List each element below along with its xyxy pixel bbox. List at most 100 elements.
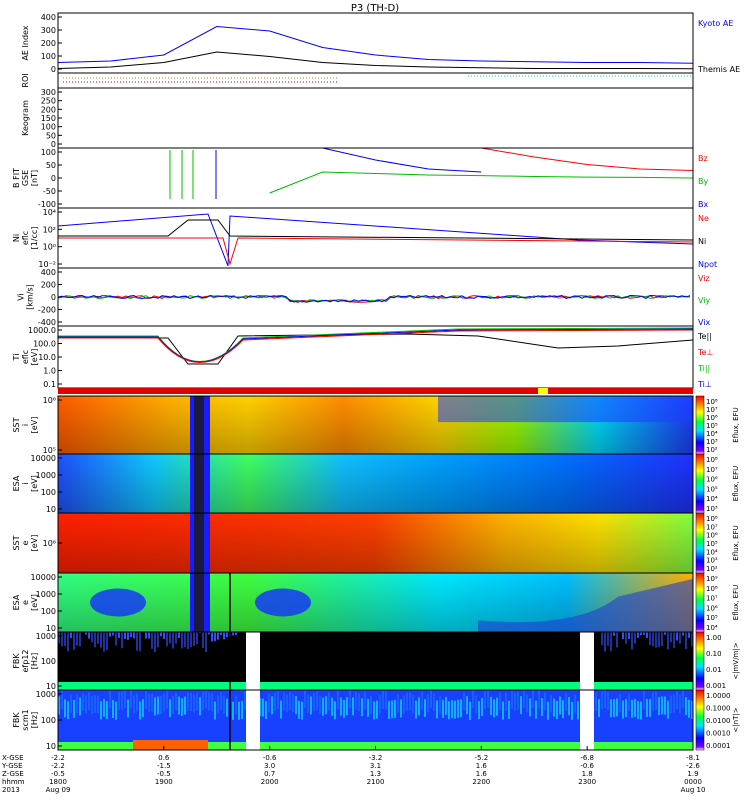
spectrogram-stripe <box>319 695 321 714</box>
y-tick-label: 10 <box>46 682 56 691</box>
spectrogram-stripe <box>292 693 294 712</box>
spectrogram-stripe <box>295 696 297 715</box>
legend-label: Vix <box>698 318 711 327</box>
spectrogram-stripe <box>430 690 432 709</box>
y-tick-label: 100 <box>41 148 56 157</box>
y-tick-label: 10⁵ <box>43 446 56 455</box>
spectrogram-stripe <box>523 690 525 709</box>
spectrogram-stripe <box>520 696 522 715</box>
spectrogram-stripe <box>328 692 330 711</box>
y-tick-label: 10⁶ <box>43 539 56 548</box>
y-axis-label-line: scm1 <box>21 709 30 730</box>
spectrogram-stripe <box>664 632 666 635</box>
spectrogram-stripe <box>493 699 495 718</box>
spectrogram-stripe <box>235 632 237 636</box>
y-tick-label: 0 <box>51 174 56 183</box>
x-tick-label: -1.5 <box>157 762 171 770</box>
spectrogram-stripe <box>61 691 63 710</box>
y-axis-label: Vi [km/s] <box>17 284 35 310</box>
axis-row-label: X-GSE <box>2 754 24 762</box>
spectrogram-stripe <box>478 701 480 720</box>
spectrogram-stripe <box>403 695 405 714</box>
y-tick-label: 10⁰ <box>43 243 56 252</box>
spectrogram-feature <box>438 396 693 423</box>
spectrogram-stripe <box>529 698 531 717</box>
y-tick-label: 10 <box>46 505 56 514</box>
spectrogram-stripe <box>73 699 75 718</box>
spectrogram-stripe <box>70 694 72 713</box>
colorbar-label: <|mV/m|> <box>732 642 740 679</box>
spectrogram-stripe <box>157 696 159 715</box>
spectrogram-stripe <box>604 690 606 709</box>
spectrogram-stripe <box>160 632 162 637</box>
colorbar-label: Eflux, EFU <box>732 407 740 442</box>
spectrogram-stripe <box>634 698 636 717</box>
spectrogram-stripe <box>676 691 678 710</box>
spectrogram-stripe <box>181 632 183 649</box>
spectrogram-stripe <box>352 697 354 716</box>
spectrogram-stripe <box>544 692 546 711</box>
spectrogram-stripe <box>667 632 669 650</box>
spectrogram-stripe <box>418 697 420 716</box>
spectrogram-stripe <box>106 632 108 651</box>
spectrogram-stripe <box>100 632 102 648</box>
x-tick-label: 0000 <box>684 778 702 786</box>
spectrogram-stripe <box>376 700 378 719</box>
spectrogram-stripe <box>100 701 102 720</box>
spectrogram-stripe <box>133 695 135 714</box>
x-tick-label: 3.1 <box>370 762 381 770</box>
spectrogram-stripe <box>655 691 657 710</box>
y-tick-label: 10⁶ <box>43 396 56 405</box>
state-bar-segment <box>538 388 548 394</box>
spectrogram-stripe <box>397 694 399 713</box>
y-tick-label: 10 <box>46 624 56 633</box>
spectrogram-stripe <box>76 632 78 646</box>
legend-label: Npot <box>698 260 717 269</box>
spectrogram-stripe <box>184 696 186 715</box>
spectrogram-stripe <box>97 632 99 644</box>
axis-row-label: hhmm <box>2 778 25 786</box>
spectrogram-stripe <box>691 700 693 719</box>
spectrogram-stripe <box>175 692 177 711</box>
y-tick-label: 300 <box>41 26 56 35</box>
spectrogram-stripe <box>361 698 363 717</box>
colorbar-tick-label: 10⁸ <box>706 456 718 464</box>
plot-area <box>58 13 693 73</box>
colorbar <box>695 395 705 455</box>
y-axis-label-line: [eV] <box>30 475 39 492</box>
spectrogram-stripe <box>115 632 117 646</box>
spectrogram-stripe <box>286 694 288 713</box>
y-axis-label-line: [eV] <box>30 349 39 366</box>
spectrogram-stripe <box>172 632 174 649</box>
spectrogram-stripe <box>451 700 453 719</box>
colorbar-label: Eflux, EFU <box>732 585 740 620</box>
legend-label: Bx <box>698 200 708 209</box>
spectrogram-stripe <box>601 691 603 710</box>
y-tick-label: 0 <box>51 65 56 74</box>
spectrogram-stripe <box>82 693 84 712</box>
spectrogram-stripe <box>211 632 213 642</box>
plot-area <box>58 326 693 388</box>
spectrogram-stripe <box>280 700 282 719</box>
spectrogram-stripe <box>121 632 123 649</box>
y-tick-label: 1000.0 <box>28 326 56 335</box>
spectrogram-stripe <box>283 692 285 711</box>
y-axis-label: SST i [eV] <box>12 417 39 434</box>
spectrogram-stripe <box>91 632 93 643</box>
legend-label: Ni <box>698 237 706 246</box>
y-tick-label: 100.0 <box>33 340 56 349</box>
y-tick-label: 10.0 <box>38 353 56 362</box>
spectrogram-stripe <box>640 701 642 720</box>
spectrogram-stripe <box>157 632 159 648</box>
colorbar-tick-label: 10³ <box>706 557 718 565</box>
spectrogram-stripe <box>619 694 621 713</box>
spectrogram-stripe <box>448 701 450 720</box>
spectrogram-stripe <box>244 691 246 710</box>
spectrogram-stripe <box>202 632 204 648</box>
colorbar-tick-label: 10⁶ <box>706 476 718 484</box>
y-axis-label-line: B FIT <box>12 168 21 188</box>
spectrogram-stripe <box>205 632 207 653</box>
spectrogram-stripe <box>64 632 66 647</box>
x-tick-label: Aug 10 <box>681 786 706 794</box>
